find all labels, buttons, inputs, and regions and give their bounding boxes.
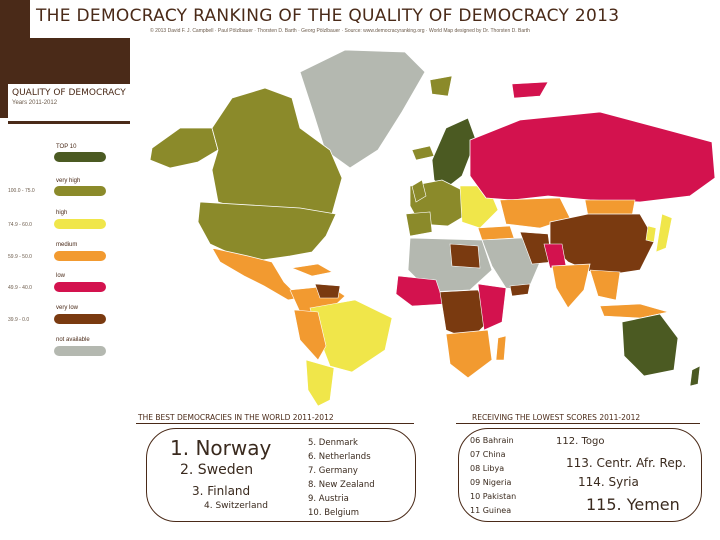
legend-rule — [8, 121, 130, 124]
alaska — [149, 127, 219, 169]
madagascar — [495, 335, 507, 361]
argentina-chile — [305, 359, 335, 406]
legend-label-high: high — [56, 210, 68, 216]
usa — [197, 201, 337, 261]
legend-label-very-high: very high — [56, 178, 81, 184]
legend-label-low: low — [56, 273, 66, 279]
map-subtitle: © 2013 David F. J. Campbell · Paul Pölzl… — [150, 28, 530, 34]
legend-label-very-low: very low — [56, 305, 79, 311]
legend-range-very-low: 39.9 - 0.0 — [8, 317, 30, 323]
yemen — [509, 283, 531, 297]
best-title-rule — [136, 423, 414, 424]
japan — [655, 213, 673, 253]
best-panel — [146, 428, 416, 522]
best-item-8: 8. New Zealand — [308, 480, 375, 490]
legend-range-low: 49.9 - 40.0 — [8, 285, 32, 291]
legend-range-medium: 59.9 - 50.0 — [8, 254, 32, 260]
caribbean — [290, 263, 333, 277]
legend-swatch-high — [54, 219, 106, 229]
legend-swatch-very-high — [54, 186, 106, 196]
lowest-item-06: 06 Bahrain — [470, 436, 514, 445]
southern-africa — [445, 329, 493, 379]
greenland — [299, 49, 426, 169]
lowest-item-112: 112. Togo — [556, 436, 605, 447]
southeast-asia — [589, 269, 621, 301]
lowest-item-11: 11 Guinea — [470, 506, 512, 515]
iberia — [405, 211, 433, 237]
east-africa — [477, 283, 507, 331]
korea — [645, 225, 657, 243]
pakistan — [543, 243, 567, 269]
legend-range-very-high: 100.0 - 75.0 — [8, 188, 35, 194]
new-zealand — [689, 365, 701, 387]
legend-years: Years 2011-2012 — [12, 100, 58, 106]
india — [551, 263, 591, 309]
best-item-6: 6. Netherlands — [308, 452, 371, 462]
central-africa — [439, 289, 493, 341]
lowest-item-08: 08 Libya — [470, 464, 505, 473]
lowest-title: RECEIVING THE LOWEST SCORES 2011-2012 — [472, 413, 641, 422]
map-title: THE DEMOCRACY RANKING OF THE QUALITY OF … — [36, 6, 620, 26]
libya — [449, 243, 481, 269]
arctic-islands — [511, 81, 549, 99]
legend-header — [8, 84, 130, 122]
lowest-title-rule — [456, 423, 700, 424]
legend-title: QUALITY OF DEMOCRACY — [12, 88, 126, 98]
lowest-item-115: 115. Yemen — [586, 495, 680, 514]
title-box — [30, 0, 720, 38]
legend-label-top10: TOP 10 — [56, 144, 77, 150]
lowest-panel — [458, 428, 702, 522]
best-item-2: 2. Sweden — [180, 462, 254, 478]
lowest-item-07: 07 China — [470, 450, 506, 459]
uk — [411, 179, 427, 203]
iceland — [411, 145, 435, 161]
lowest-item-09: 09 Nigeria — [470, 478, 512, 487]
best-item-7: 7. Germany — [308, 466, 358, 476]
best-item-10: 10. Belgium — [308, 508, 360, 518]
best-item-5: 5. Denmark — [308, 438, 358, 448]
world-map — [149, 49, 716, 406]
lowest-item-10: 10 Pakistan — [470, 492, 517, 501]
best-title: THE BEST DEMOCRACIES IN THE WORLD 2011-2… — [138, 413, 334, 422]
best-item-3: 3. Finland — [192, 484, 251, 498]
legend-range-high: 74.9 - 60.0 — [8, 222, 32, 228]
best-item-9: 9. Austria — [308, 494, 349, 504]
legend-swatch-top10 — [54, 152, 106, 162]
turkey — [477, 225, 515, 241]
scandinavia — [431, 117, 477, 191]
venezuela — [314, 283, 341, 299]
best-item-1: 1. Norway — [170, 436, 272, 460]
best-item-4: 4. Switzerland — [204, 501, 268, 511]
lowest-item-114: 114. Syria — [578, 475, 639, 489]
legend-label-not-available: not available — [56, 337, 90, 343]
legend-swatch-low — [54, 282, 106, 292]
west-africa — [395, 275, 445, 307]
canada — [211, 87, 343, 223]
russia — [469, 111, 716, 203]
legend-swatch-medium — [54, 251, 106, 261]
legend-swatch-very-low — [54, 314, 106, 324]
svalbard — [429, 75, 453, 97]
legend-label-medium: medium — [56, 242, 78, 248]
lowest-item-113: 113. Centr. Afr. Rep. — [566, 456, 687, 470]
legend-swatch-not-available — [54, 346, 106, 356]
peru-bolivia — [293, 309, 327, 361]
australia — [621, 313, 679, 377]
